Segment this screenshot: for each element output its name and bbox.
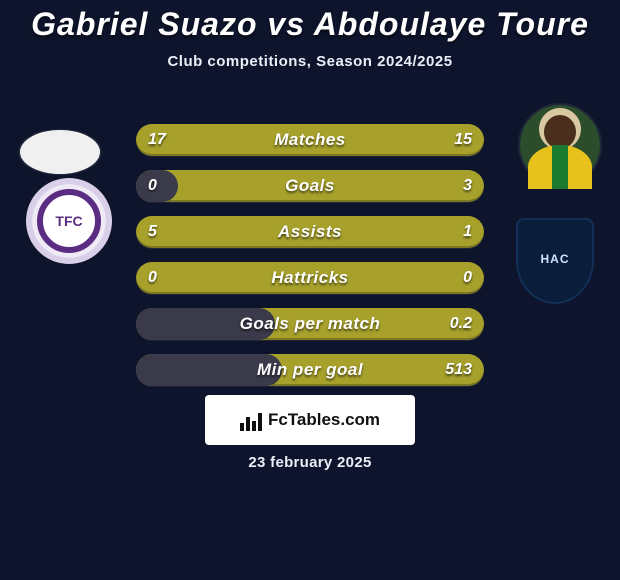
stat-label: Goals [136, 170, 484, 202]
stat-label: Min per goal [136, 354, 484, 386]
stat-value-right: 0.2 [450, 308, 472, 340]
avatar-head [544, 115, 576, 149]
club-right-shield: HAC [516, 218, 594, 304]
stat-value-left: 0 [148, 170, 157, 202]
stat-value-right: 15 [454, 124, 472, 156]
branding-icon [240, 409, 262, 431]
stat-label: Matches [136, 124, 484, 156]
stat-row: Matches17 15 [136, 120, 484, 160]
date-label: 23 february 2025 [0, 454, 620, 471]
club-right-abbr: HAC [541, 252, 570, 266]
player-right-avatar [520, 105, 600, 185]
player-left-avatar [20, 130, 100, 174]
branding-text: FcTables.com [268, 410, 380, 430]
stat-row: Goals0 3 [136, 166, 484, 206]
stat-row: Goals per match0.2 [136, 304, 484, 344]
club-left-badge: TFC [26, 178, 112, 264]
stats-container: Matches1715Goals03Assists51Hattricks00Go… [136, 120, 484, 396]
club-left-abbr: TFC [37, 189, 101, 253]
page-title: Gabriel Suazo vs Abdoulaye Toure [0, 0, 620, 43]
branding-pill[interactable]: FcTables.com [205, 395, 415, 445]
club-right-badge: HAC [512, 218, 598, 304]
stat-value-right: 0 [463, 262, 472, 294]
avatar-jersey-stripe [552, 145, 568, 189]
page-subtitle: Club competitions, Season 2024/2025 [0, 53, 620, 70]
stat-label: Hattricks [136, 262, 484, 294]
stat-row: Assists5 1 [136, 212, 484, 252]
stat-row: Hattricks0 0 [136, 258, 484, 298]
stat-value-left: 5 [148, 216, 157, 248]
stat-row: Min per goal513 [136, 350, 484, 390]
stat-label: Assists [136, 216, 484, 248]
stat-value-left: 0 [148, 262, 157, 294]
stat-value-left: 17 [148, 124, 166, 156]
stat-value-right: 1 [463, 216, 472, 248]
stat-value-right: 3 [463, 170, 472, 202]
stat-value-right: 513 [445, 354, 472, 386]
stat-label: Goals per match [136, 308, 484, 340]
